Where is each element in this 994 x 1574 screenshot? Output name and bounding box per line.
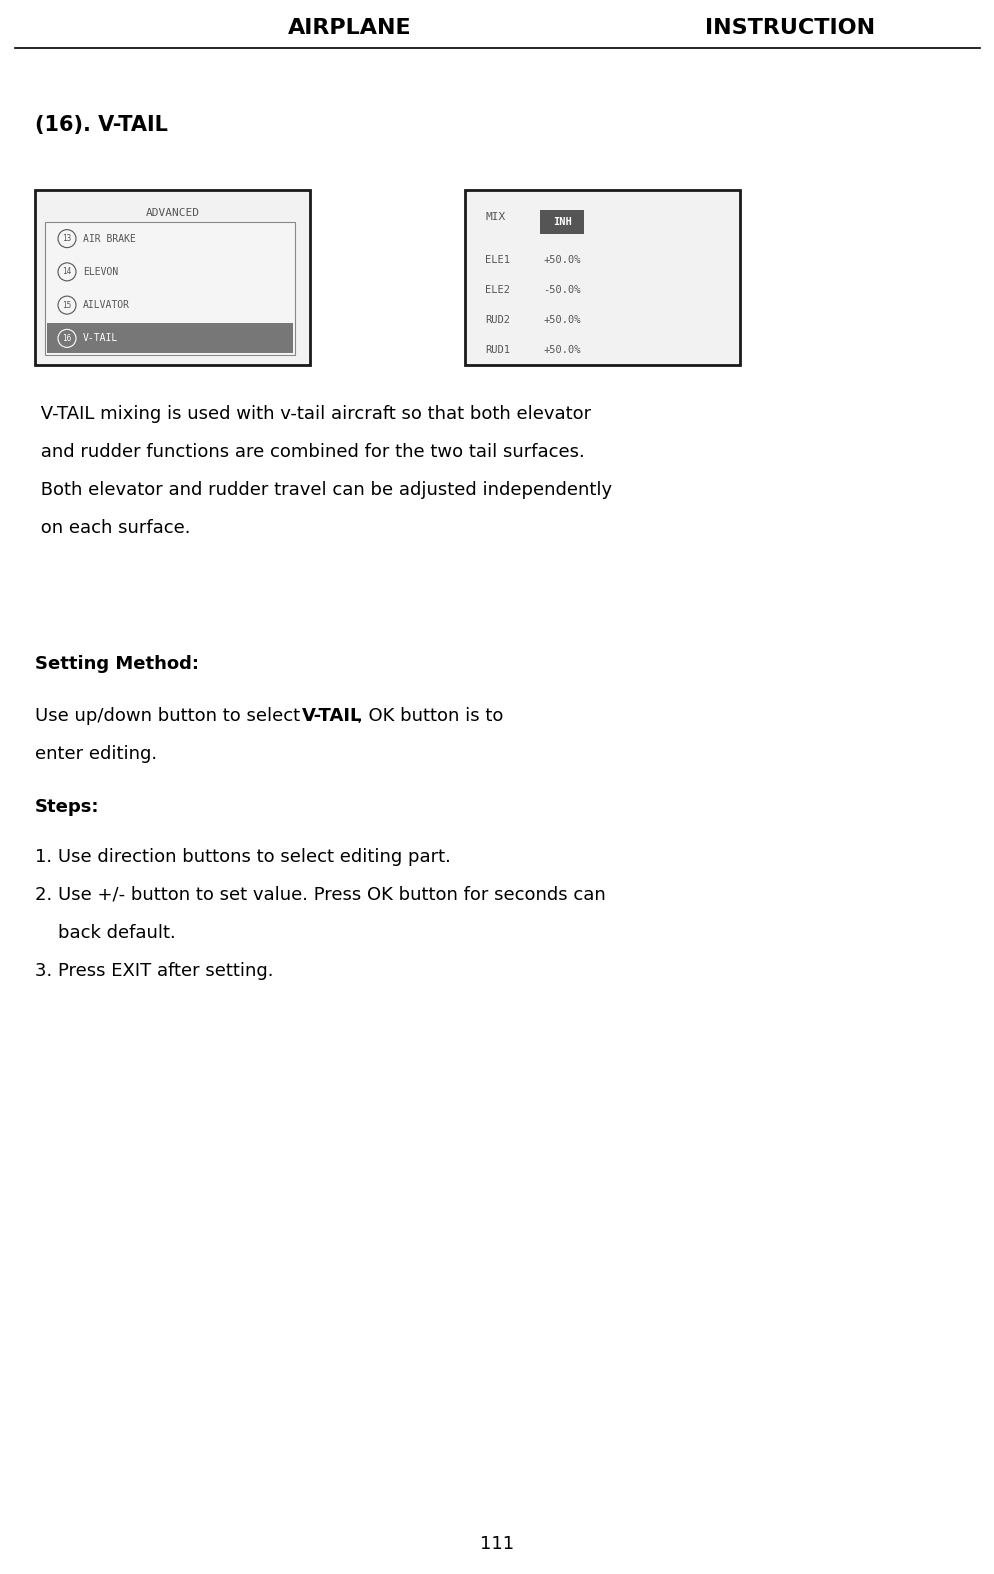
Text: INSTRUCTION: INSTRUCTION [704, 17, 874, 38]
Text: back default.: back default. [35, 924, 176, 941]
Text: (16). V-TAIL: (16). V-TAIL [35, 115, 168, 135]
Text: Setting Method:: Setting Method: [35, 655, 199, 674]
Text: AILVATOR: AILVATOR [83, 301, 130, 310]
Text: enter editing.: enter editing. [35, 745, 157, 763]
Text: +50.0%: +50.0% [543, 315, 580, 324]
Text: ELE2: ELE2 [484, 285, 510, 294]
Text: V-TAIL: V-TAIL [83, 334, 118, 343]
Text: RUD1: RUD1 [484, 345, 510, 356]
FancyBboxPatch shape [464, 190, 740, 365]
Text: 13: 13 [63, 235, 72, 242]
Text: 14: 14 [63, 268, 72, 277]
Text: INH: INH [552, 217, 571, 227]
Text: -50.0%: -50.0% [543, 285, 580, 294]
Text: ELE1: ELE1 [484, 255, 510, 264]
Text: ELEVON: ELEVON [83, 268, 118, 277]
Text: V-TAIL mixing is used with v-tail aircraft so that both elevator: V-TAIL mixing is used with v-tail aircra… [35, 405, 590, 423]
Text: AIR BRAKE: AIR BRAKE [83, 233, 136, 244]
Text: MIX: MIX [484, 212, 505, 222]
Text: AIRPLANE: AIRPLANE [288, 17, 412, 38]
Text: +50.0%: +50.0% [543, 255, 580, 264]
Text: 1. Use direction buttons to select editing part.: 1. Use direction buttons to select editi… [35, 848, 450, 866]
Text: , OK button is to: , OK button is to [357, 707, 503, 726]
Text: 15: 15 [63, 301, 72, 310]
FancyBboxPatch shape [47, 323, 292, 353]
Text: Steps:: Steps: [35, 798, 99, 815]
Text: 2. Use +/- button to set value. Press OK button for seconds can: 2. Use +/- button to set value. Press OK… [35, 886, 605, 903]
Text: ADVANCED: ADVANCED [145, 208, 200, 219]
FancyBboxPatch shape [45, 222, 294, 356]
FancyBboxPatch shape [540, 209, 583, 235]
Text: on each surface.: on each surface. [35, 519, 190, 537]
Text: 3. Press EXIT after setting.: 3. Press EXIT after setting. [35, 962, 273, 981]
Text: 111: 111 [480, 1535, 514, 1554]
Text: 16: 16 [63, 334, 72, 343]
Text: Both elevator and rudder travel can be adjusted independently: Both elevator and rudder travel can be a… [35, 482, 611, 499]
Text: Use up/down button to select: Use up/down button to select [35, 707, 305, 726]
Text: and rudder functions are combined for the two tail surfaces.: and rudder functions are combined for th… [35, 442, 584, 461]
FancyBboxPatch shape [35, 190, 310, 365]
Text: V-TAIL: V-TAIL [301, 707, 362, 726]
Text: +50.0%: +50.0% [543, 345, 580, 356]
Text: RUD2: RUD2 [484, 315, 510, 324]
